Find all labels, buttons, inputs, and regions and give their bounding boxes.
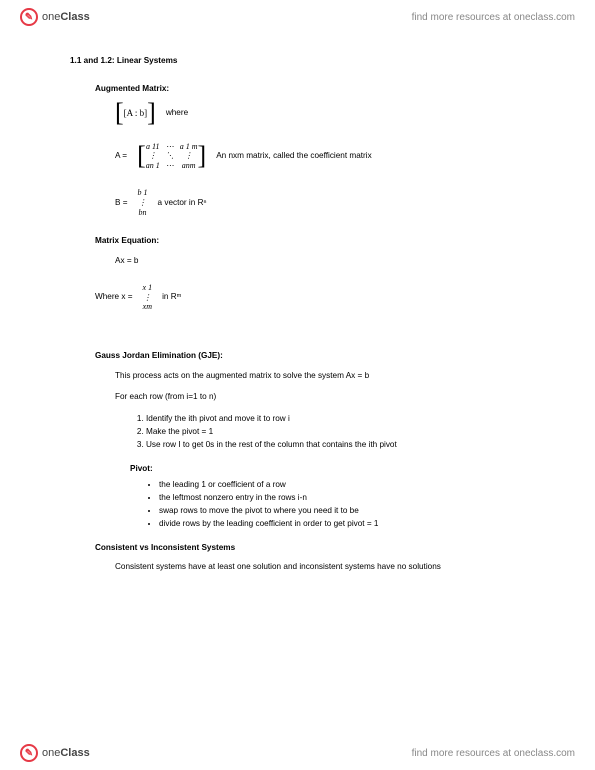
pencil-icon: ✎: [20, 744, 38, 762]
gje-intro: This process acts on the augmented matri…: [115, 370, 540, 382]
gje-step-2: Make the pivot = 1: [146, 426, 540, 438]
gje-steps: Identify the ith pivot and move it to ro…: [130, 413, 540, 451]
brand-text: oneClass: [42, 11, 90, 23]
gje-step-1: Identify the ith pivot and move it to ro…: [146, 413, 540, 425]
brand-logo-footer: ✎ oneClass: [20, 744, 90, 762]
axb: Ax = b: [115, 255, 540, 267]
vector-B: b 1⋮bn: [138, 188, 148, 217]
where-x-row: Where x = x 1⋮xm in Rᵐ: [95, 283, 540, 312]
header-link[interactable]: find more resources at oneclass.com: [412, 12, 575, 23]
B-equals: B =: [115, 197, 128, 209]
aug-ab: [A : b]: [124, 107, 148, 120]
section-gje: Gauss Jordan Elimination (GJE):: [95, 350, 540, 362]
gje-step-3: Use row I to get 0s in the rest of the c…: [146, 439, 540, 451]
A-equals: A =: [115, 150, 127, 162]
aug-where: where: [166, 107, 188, 119]
section-augmented: Augmented Matrix:: [95, 83, 540, 95]
section-pivot: Pivot:: [130, 463, 540, 475]
in-Rm: in Rᵐ: [162, 291, 181, 303]
document-body: 1.1 and 1.2: Linear Systems Augmented Ma…: [70, 55, 540, 583]
consistent-text: Consistent systems have at least one sol…: [115, 561, 540, 573]
where-x: Where x =: [95, 291, 133, 303]
B-desc: a vector in Rⁿ: [158, 197, 207, 209]
pencil-icon: ✎: [20, 8, 38, 26]
pivot-b2: the leftmost nonzero entry in the rows i…: [159, 492, 540, 504]
gje-loop: For each row (from i=1 to n): [115, 391, 540, 403]
matrix-A: [ a 11⋮an 1 ⋯⋱⋯ a 1 m⋮anm ]: [137, 142, 206, 171]
page-title: 1.1 and 1.2: Linear Systems: [70, 55, 540, 67]
pivot-b4: divide rows by the leading coefficient i…: [159, 518, 540, 530]
brand-logo: ✎ oneClass: [20, 8, 90, 26]
footer-link[interactable]: find more resources at oneclass.com: [412, 748, 575, 759]
vector-x: x 1⋮xm: [143, 283, 153, 312]
brand-text-footer: oneClass: [42, 747, 90, 759]
pivot-b1: the leading 1 or coefficient of a row: [159, 479, 540, 491]
aug-ab-row: [ [A : b] ] where: [115, 103, 540, 124]
pivot-bullets: the leading 1 or coefficient of a row th…: [145, 479, 540, 530]
page-header: ✎ oneClass find more resources at onecla…: [0, 0, 595, 34]
matrix-A-row: A = [ a 11⋮an 1 ⋯⋱⋯ a 1 m⋮anm ] An nxm m…: [115, 142, 540, 171]
section-matrix-eq: Matrix Equation:: [95, 235, 540, 247]
vector-B-row: B = b 1⋮bn a vector in Rⁿ: [115, 188, 540, 217]
section-consistent: Consistent vs Inconsistent Systems: [95, 542, 540, 554]
page-footer: ✎ oneClass find more resources at onecla…: [0, 736, 595, 770]
pivot-b3: swap rows to move the pivot to where you…: [159, 505, 540, 517]
A-desc: An nxm matrix, called the coefficient ma…: [216, 150, 371, 162]
